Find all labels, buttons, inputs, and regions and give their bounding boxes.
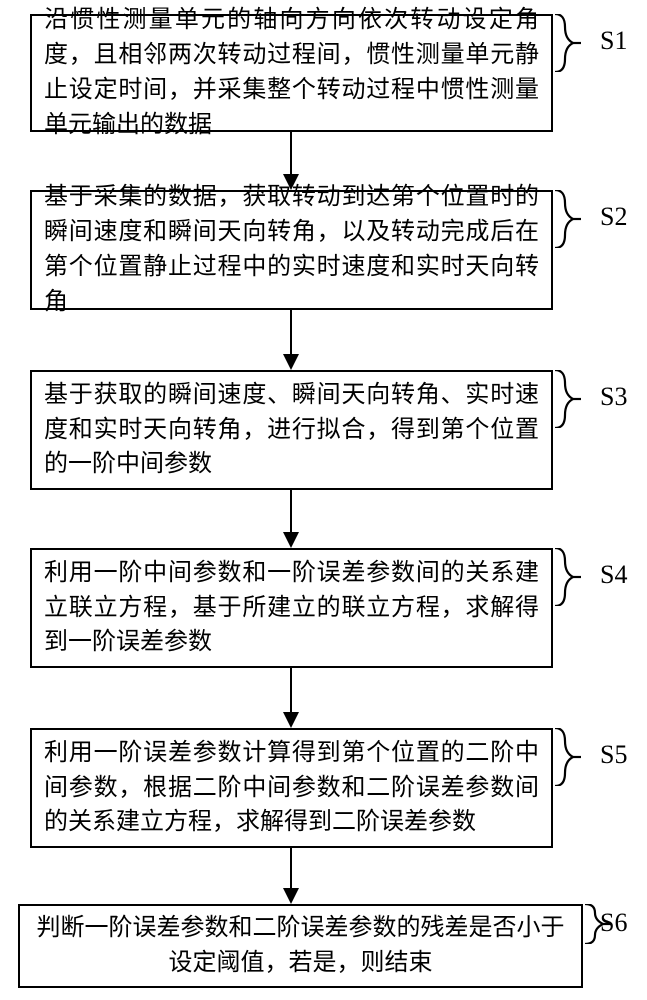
flowchart-arrow-line: [290, 132, 293, 174]
flowchart-step-label: S4: [600, 560, 627, 590]
brace-connector: [553, 190, 581, 248]
flowchart-step-text: 利用一阶误差参数计算得到第个位置的二阶中间参数，根据二阶中间参数和二阶误差参数间…: [44, 736, 539, 840]
flowchart-arrow-head: [283, 354, 299, 370]
flowchart-arrow-head: [283, 174, 299, 190]
flowchart-step-box: 利用一阶中间参数和一阶误差参数间的关系建立联立方程，基于所建立的联立方程，求解得…: [30, 548, 553, 668]
flowchart-arrow-head: [283, 888, 299, 904]
brace-connector: [553, 728, 581, 786]
flowchart-step-box: 沿惯性测量单元的轴向方向依次转动设定角度，且相邻两次转动过程间，惯性测量单元静止…: [30, 14, 553, 132]
flowchart-step-label: S3: [600, 382, 627, 412]
flowchart-step-box: 利用一阶误差参数计算得到第个位置的二阶中间参数，根据二阶中间参数和二阶误差参数间…: [30, 728, 553, 848]
flowchart-step-text: 基于获取的瞬间速度、瞬间天向转角、实时速度和实时天向转角，进行拟合，得到第个位置…: [44, 378, 539, 482]
flowchart-step-label: S1: [600, 26, 627, 56]
flowchart-step-text: 沿惯性测量单元的轴向方向依次转动设定角度，且相邻两次转动过程间，惯性测量单元静止…: [44, 3, 539, 142]
flowchart-step-box: 基于采集的数据，获取转动到达第个位置时的瞬间速度和瞬间天向转角，以及转动完成后在…: [30, 190, 553, 310]
flowchart-arrow-line: [290, 848, 293, 888]
brace-connector: [553, 548, 581, 606]
flowchart-step-label: S2: [600, 202, 627, 232]
flowchart-arrow-line: [290, 490, 293, 532]
flowchart-step-box: 基于获取的瞬间速度、瞬间天向转角、实时速度和实时天向转角，进行拟合，得到第个位置…: [30, 370, 553, 490]
flowchart-step-text: 判断一阶误差参数和二阶误差参数的残差是否小于设定阈值，若是，则结束: [32, 911, 569, 981]
flowchart-step-label: S5: [600, 740, 627, 770]
flowchart-canvas: 沿惯性测量单元的轴向方向依次转动设定角度，且相邻两次转动过程间，惯性测量单元静止…: [0, 0, 647, 1000]
brace-connector: [553, 370, 581, 428]
flowchart-arrow-line: [290, 310, 293, 354]
flowchart-step-box: 判断一阶误差参数和二阶误差参数的残差是否小于设定阈值，若是，则结束: [18, 904, 583, 988]
flowchart-step-text: 利用一阶中间参数和一阶误差参数间的关系建立联立方程，基于所建立的联立方程，求解得…: [44, 556, 539, 660]
flowchart-step-text: 基于采集的数据，获取转动到达第个位置时的瞬间速度和瞬间天向转角，以及转动完成后在…: [44, 180, 539, 319]
flowchart-arrow-head: [283, 532, 299, 548]
flowchart-step-label: S6: [600, 908, 627, 938]
brace-connector: [553, 14, 581, 72]
flowchart-arrow-line: [290, 668, 293, 712]
flowchart-arrow-head: [283, 712, 299, 728]
